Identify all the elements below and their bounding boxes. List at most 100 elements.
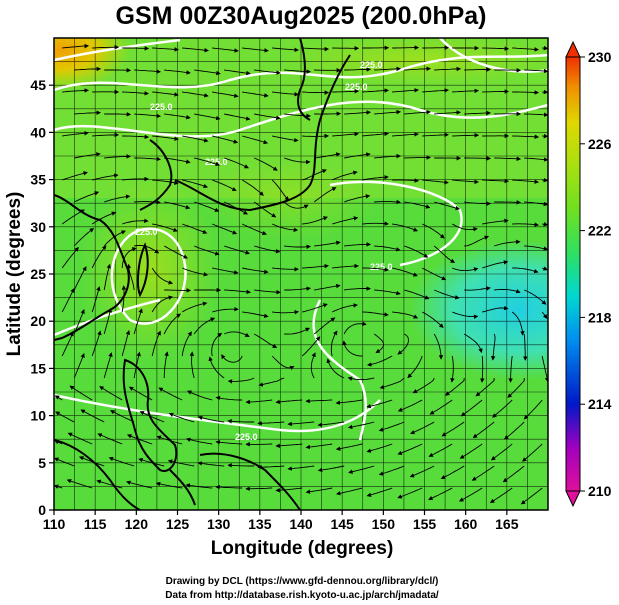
streamline [138, 457, 165, 467]
streamline [421, 311, 444, 329]
streamline [434, 289, 460, 300]
streamline [212, 91, 239, 98]
streamline [134, 200, 161, 205]
x-axis: 110 115 120 125 130 135 140 145 150 155 160 165 [43, 510, 519, 532]
streamline [110, 410, 135, 423]
streamline [61, 287, 75, 313]
streamline [254, 245, 281, 254]
streamline [224, 157, 250, 169]
streamline [366, 399, 393, 409]
streamline [362, 221, 389, 226]
streamline [330, 330, 338, 357]
streamline [185, 483, 213, 489]
streamline [122, 218, 149, 225]
streamline [164, 113, 191, 120]
streamline [287, 421, 315, 427]
streamline [194, 69, 221, 76]
streamline [422, 223, 445, 239]
streamline [444, 377, 465, 396]
streamline [421, 267, 447, 281]
streamline [126, 480, 153, 489]
streamline [452, 88, 479, 94]
y-tick-label: 30 [30, 219, 46, 235]
streamline [122, 46, 150, 51]
streamline [523, 399, 543, 420]
streamline [182, 179, 209, 189]
streamline [374, 153, 401, 159]
streamline [482, 260, 509, 269]
x-tick-label: 110 [43, 516, 66, 532]
streamline [152, 135, 179, 141]
contour-label: 225.0 [235, 432, 258, 442]
streamline [362, 88, 389, 93]
streamline [302, 133, 330, 139]
streamline [254, 157, 278, 171]
y-tick-label: 25 [30, 266, 46, 282]
streamline [242, 223, 267, 236]
streamline [121, 330, 131, 357]
streamline [224, 69, 251, 76]
streamline [542, 177, 548, 183]
streamline [332, 170, 358, 181]
streamline [464, 201, 491, 206]
streamline [482, 46, 510, 51]
streamline [275, 399, 303, 405]
streamline [275, 443, 303, 448]
streamline [332, 216, 359, 225]
streamline [397, 333, 409, 355]
streamline [302, 216, 328, 225]
streamline [242, 135, 269, 145]
streamline [344, 110, 371, 115]
contour-label: 225.0 [135, 227, 158, 237]
streamline [494, 239, 521, 247]
colorbar-tick-label: 210 [588, 483, 612, 499]
streamline [212, 306, 239, 313]
streamline [69, 385, 93, 401]
contour-label: 225.0 [150, 102, 173, 112]
streamline [73, 228, 95, 247]
streamline [422, 179, 449, 185]
streamline [283, 201, 309, 209]
streamline [108, 456, 135, 467]
streamline [301, 336, 321, 357]
y-tick-label: 15 [30, 360, 46, 376]
y-tick-label: 40 [30, 124, 46, 140]
streamline [212, 223, 238, 235]
streamline [271, 355, 295, 371]
colorbar-max-arrow [565, 40, 581, 58]
chart-title: GSM 00Z30Aug2025 (200.0hPa) [116, 2, 487, 30]
streamline [103, 263, 111, 291]
streamline [458, 487, 483, 502]
streamline [434, 66, 462, 72]
colorbar-min-arrow [565, 490, 581, 508]
streamline [347, 421, 375, 430]
streamline [310, 352, 316, 379]
streamline [74, 152, 101, 159]
streamline [92, 132, 120, 138]
streamline [241, 179, 264, 196]
streamline [464, 110, 492, 116]
streamline [212, 135, 239, 144]
streamline [524, 201, 548, 207]
streamline [404, 289, 430, 300]
streamline [542, 222, 548, 227]
streamline [80, 409, 105, 423]
streamline [134, 69, 161, 74]
streamline [126, 263, 135, 291]
streamline [362, 131, 389, 137]
streamline [344, 194, 371, 203]
streamline [61, 246, 79, 269]
streamline [313, 187, 337, 203]
streamline [440, 465, 465, 480]
streamline [133, 351, 141, 379]
streamline [182, 223, 208, 234]
streamline [326, 358, 345, 379]
streamline [475, 377, 495, 397]
streamline [287, 465, 315, 471]
streamline [224, 331, 250, 338]
streamline [433, 245, 456, 263]
streamline [429, 399, 453, 415]
streamline [212, 267, 239, 275]
streamline [541, 311, 548, 320]
